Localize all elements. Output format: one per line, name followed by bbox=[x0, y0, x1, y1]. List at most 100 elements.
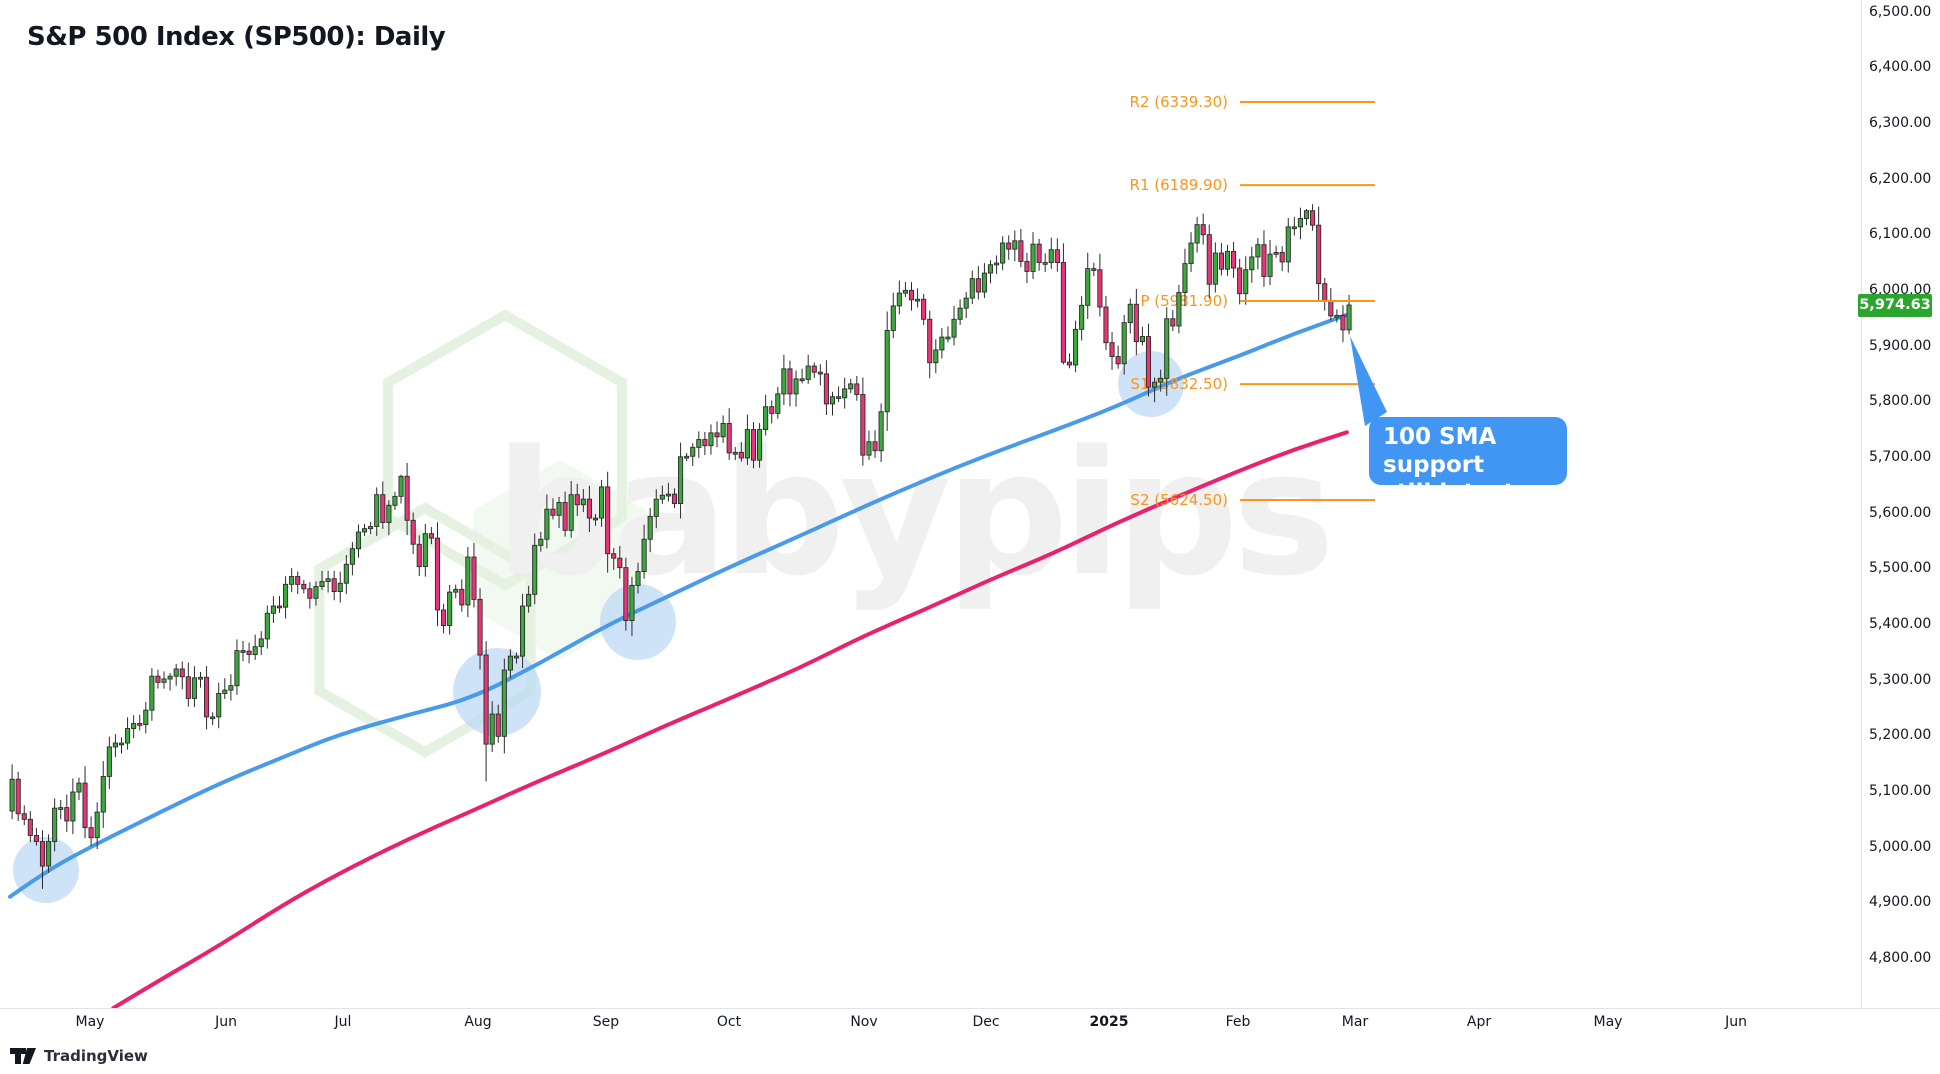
candle[interactable] bbox=[994, 255, 1000, 275]
candle[interactable] bbox=[860, 377, 866, 466]
candle[interactable] bbox=[678, 442, 684, 519]
candle[interactable] bbox=[690, 443, 696, 467]
candle[interactable] bbox=[848, 378, 854, 394]
chart-plot-area[interactable]: babypips R2 (6339.30) R1 (6189.90) P (5981.… bbox=[0, 0, 1860, 1008]
candle[interactable] bbox=[568, 481, 574, 538]
candle[interactable] bbox=[884, 311, 890, 431]
candle[interactable] bbox=[1297, 207, 1303, 240]
candle[interactable] bbox=[836, 386, 842, 403]
candle[interactable] bbox=[1042, 253, 1048, 272]
candle[interactable] bbox=[908, 282, 915, 311]
candle[interactable] bbox=[817, 364, 823, 386]
candle[interactable] bbox=[374, 487, 380, 536]
candle[interactable] bbox=[1316, 206, 1322, 302]
candle[interactable] bbox=[252, 634, 258, 660]
candle[interactable] bbox=[489, 701, 495, 753]
candle[interactable] bbox=[52, 798, 58, 852]
price-axis[interactable]: 6,500.00 6,400.00 6,300.00 6,200.00 6,100.00… bbox=[1858, 0, 1940, 1008]
candle[interactable] bbox=[465, 547, 471, 618]
candle[interactable] bbox=[574, 483, 580, 516]
candle[interactable] bbox=[641, 524, 647, 579]
candle[interactable] bbox=[763, 394, 769, 436]
candle[interactable] bbox=[732, 447, 738, 461]
candle[interactable] bbox=[204, 666, 210, 730]
candle[interactable] bbox=[1145, 323, 1152, 397]
candle[interactable] bbox=[1176, 284, 1182, 334]
candle[interactable] bbox=[483, 641, 489, 782]
candle[interactable] bbox=[829, 391, 836, 416]
candle[interactable] bbox=[380, 481, 386, 529]
candle[interactable] bbox=[276, 596, 283, 613]
candle[interactable] bbox=[1103, 295, 1109, 351]
candle[interactable] bbox=[222, 678, 228, 700]
candle[interactable] bbox=[793, 370, 799, 407]
candle[interactable] bbox=[1182, 248, 1188, 307]
candle[interactable] bbox=[1285, 217, 1291, 273]
candle[interactable] bbox=[149, 668, 155, 721]
candle[interactable] bbox=[605, 471, 611, 573]
candle[interactable] bbox=[100, 761, 106, 828]
candle[interactable] bbox=[295, 571, 301, 594]
candle[interactable] bbox=[1158, 369, 1164, 392]
candle[interactable] bbox=[392, 491, 398, 510]
candle[interactable] bbox=[447, 585, 453, 635]
candle[interactable] bbox=[629, 576, 635, 637]
candle[interactable] bbox=[355, 524, 362, 558]
candle[interactable] bbox=[750, 422, 757, 469]
candle[interactable] bbox=[799, 368, 805, 384]
candle[interactable] bbox=[1303, 209, 1310, 226]
candle[interactable] bbox=[842, 377, 848, 409]
candle[interactable] bbox=[1322, 277, 1328, 311]
candle[interactable] bbox=[586, 485, 592, 532]
candle[interactable] bbox=[185, 662, 191, 707]
candle[interactable] bbox=[513, 652, 520, 664]
candle[interactable] bbox=[289, 568, 295, 593]
candle[interactable] bbox=[1267, 240, 1273, 286]
price-chart[interactable]: babypips R2 (6339.30) R1 (6189.90) P (5981.… bbox=[0, 0, 1860, 1008]
candle[interactable] bbox=[301, 579, 307, 594]
candle[interactable] bbox=[1273, 245, 1279, 258]
candle[interactable] bbox=[1291, 216, 1297, 236]
candle[interactable] bbox=[963, 291, 969, 319]
candle[interactable] bbox=[1054, 238, 1060, 272]
candle[interactable] bbox=[82, 766, 88, 839]
candle[interactable] bbox=[866, 430, 872, 460]
candle[interactable] bbox=[39, 830, 46, 889]
candle[interactable] bbox=[787, 360, 793, 407]
candle[interactable] bbox=[501, 658, 507, 754]
candle[interactable] bbox=[21, 805, 27, 826]
candle[interactable] bbox=[216, 682, 222, 729]
candle[interactable] bbox=[939, 328, 945, 359]
candle[interactable] bbox=[15, 771, 21, 821]
candle[interactable] bbox=[1006, 235, 1012, 260]
candle[interactable] bbox=[526, 585, 532, 613]
candles-layer[interactable] bbox=[9, 204, 1352, 889]
candle[interactable] bbox=[933, 339, 939, 374]
candle[interactable] bbox=[70, 778, 76, 835]
candle[interactable] bbox=[580, 488, 586, 513]
candle[interactable] bbox=[179, 661, 185, 690]
candle[interactable] bbox=[975, 266, 981, 300]
candle[interactable] bbox=[1091, 262, 1097, 277]
candle[interactable] bbox=[520, 593, 526, 669]
candle[interactable] bbox=[137, 714, 143, 731]
candle[interactable] bbox=[1000, 236, 1006, 271]
candle[interactable] bbox=[143, 701, 149, 734]
candle[interactable] bbox=[951, 305, 957, 346]
candle[interactable] bbox=[368, 521, 374, 535]
candle[interactable] bbox=[623, 557, 629, 631]
candle[interactable] bbox=[167, 673, 173, 691]
candle[interactable] bbox=[1279, 246, 1285, 272]
candle[interactable] bbox=[617, 545, 623, 579]
candle[interactable] bbox=[720, 415, 726, 443]
candle[interactable] bbox=[769, 400, 775, 424]
candle[interactable] bbox=[337, 571, 343, 603]
candle[interactable] bbox=[507, 649, 513, 679]
candle[interactable] bbox=[325, 570, 331, 593]
candle[interactable] bbox=[671, 488, 678, 509]
candle[interactable] bbox=[240, 640, 246, 662]
candle[interactable] bbox=[459, 579, 465, 612]
candle[interactable] bbox=[562, 491, 568, 537]
candle[interactable] bbox=[659, 485, 665, 504]
candle[interactable] bbox=[33, 827, 39, 846]
